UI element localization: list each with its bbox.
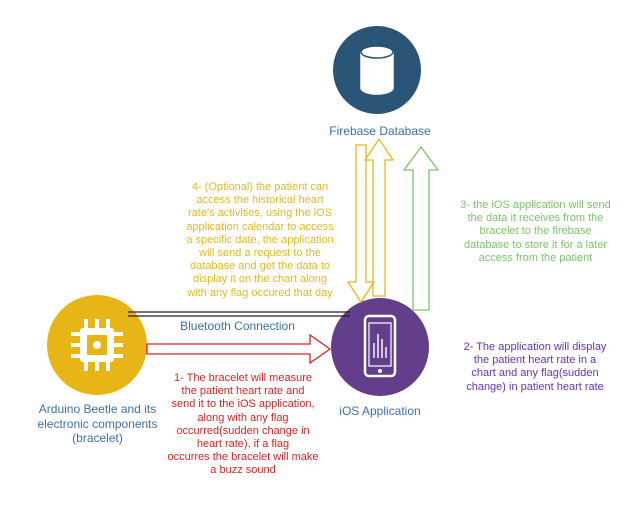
ios-to-database-store-arrow: [402, 145, 440, 311]
database-to-ios-arrow: [346, 144, 376, 304]
bluetooth-connection-line: [128, 311, 350, 317]
arduino-label: Arduino Beetle and its electronic compon…: [37, 402, 158, 445]
smartphone-icon: [363, 314, 397, 378]
ios-node: [331, 298, 429, 396]
ios-label: iOS Application: [339, 404, 421, 418]
chip-icon: [71, 319, 123, 371]
ios-circle: [331, 298, 429, 396]
step-2-description: 2- The application will display the pati…: [463, 341, 607, 393]
arduino-node: [47, 295, 147, 395]
firebase-label: Firebase Database: [329, 124, 431, 138]
database-icon: [360, 45, 394, 95]
step-1-description: 1- The bracelet will measure the patient…: [167, 372, 319, 477]
firebase-node: [333, 26, 421, 114]
bracelet-to-ios-arrow: [146, 333, 332, 365]
bluetooth-connection-label: Bluetooth Connection: [180, 319, 295, 333]
ios-to-database-request-arrow: [363, 137, 395, 297]
step-4-description: 4- (Optional) the patient can access the…: [186, 181, 334, 299]
step-3-description: 3- the iOS application will send the dat…: [460, 199, 611, 264]
